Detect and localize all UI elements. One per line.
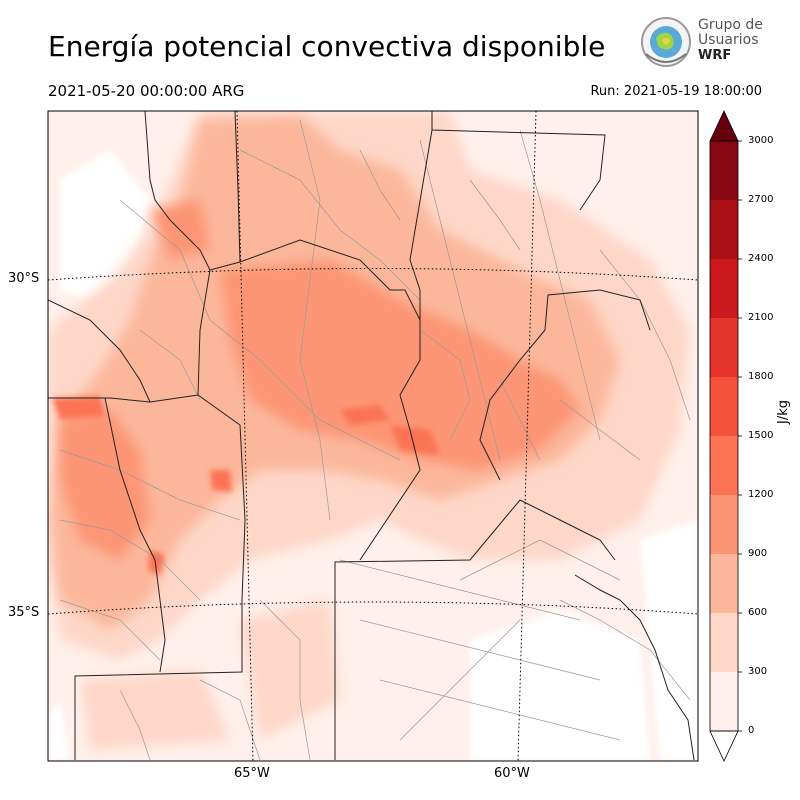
department-borders	[59, 119, 691, 761]
colorbar-tick-label: 600	[748, 607, 768, 618]
colorbar-band	[710, 554, 738, 613]
lon-label-60w: 60°W	[494, 766, 530, 781]
map-frame	[47, 110, 699, 762]
colorbar-tick-label: 900	[748, 548, 768, 559]
colorbar-band	[710, 436, 738, 495]
colorbar-band	[710, 318, 738, 377]
logo-text: Grupo de Usuarios WRF	[698, 17, 763, 64]
cape-field	[48, 111, 698, 760]
colorbar-tick-label: 3000	[748, 135, 774, 146]
valid-time: 2021-05-20 00:00:00 ARG	[48, 82, 245, 100]
province-borders	[48, 111, 651, 760]
colorbar-band	[710, 141, 738, 200]
logo-line2: Usuarios	[698, 32, 759, 48]
logo-line1: Grupo de	[698, 17, 763, 33]
lon-label-65w: 65°W	[234, 766, 270, 781]
colorbar	[709, 110, 742, 762]
colorbar-band	[710, 259, 738, 318]
colorbar-tick-label: 1800	[748, 371, 774, 382]
map-area	[48, 111, 698, 761]
logo-line3: WRF	[698, 48, 732, 63]
coastline	[574, 574, 695, 761]
colorbar-band	[710, 377, 738, 436]
lat-label-35s: 35°S	[8, 605, 40, 620]
colorbar-band	[710, 495, 738, 554]
colorbar-band	[710, 613, 738, 672]
logo: Grupo de Usuarios WRF	[638, 14, 768, 76]
colorbar-tick-label: 0	[748, 725, 755, 736]
lat-label-30s: 30°S	[8, 271, 40, 286]
page-title: Energía potencial convectiva disponible	[48, 30, 606, 63]
colorbar-under-arrow	[709, 730, 739, 762]
graticule	[48, 111, 698, 761]
colorbar-band	[710, 672, 738, 731]
colorbar-band	[710, 200, 738, 259]
colorbar-unit-label: J/kg	[776, 400, 791, 424]
colorbar-tick-label: 2700	[748, 194, 774, 205]
run-time: Run: 2021-05-19 18:00:00	[590, 84, 762, 99]
colorbar-tick-label: 2100	[748, 312, 774, 323]
colorbar-over-arrow	[709, 110, 739, 142]
colorbar-tick-label: 1500	[748, 430, 774, 441]
colorbar-tick-label: 300	[748, 666, 768, 677]
colorbar-tick-label: 2400	[748, 253, 774, 264]
logo-globe-icon	[641, 17, 691, 67]
cape-band-1200	[52, 396, 440, 575]
colorbar-tick-label: 1200	[748, 489, 774, 500]
